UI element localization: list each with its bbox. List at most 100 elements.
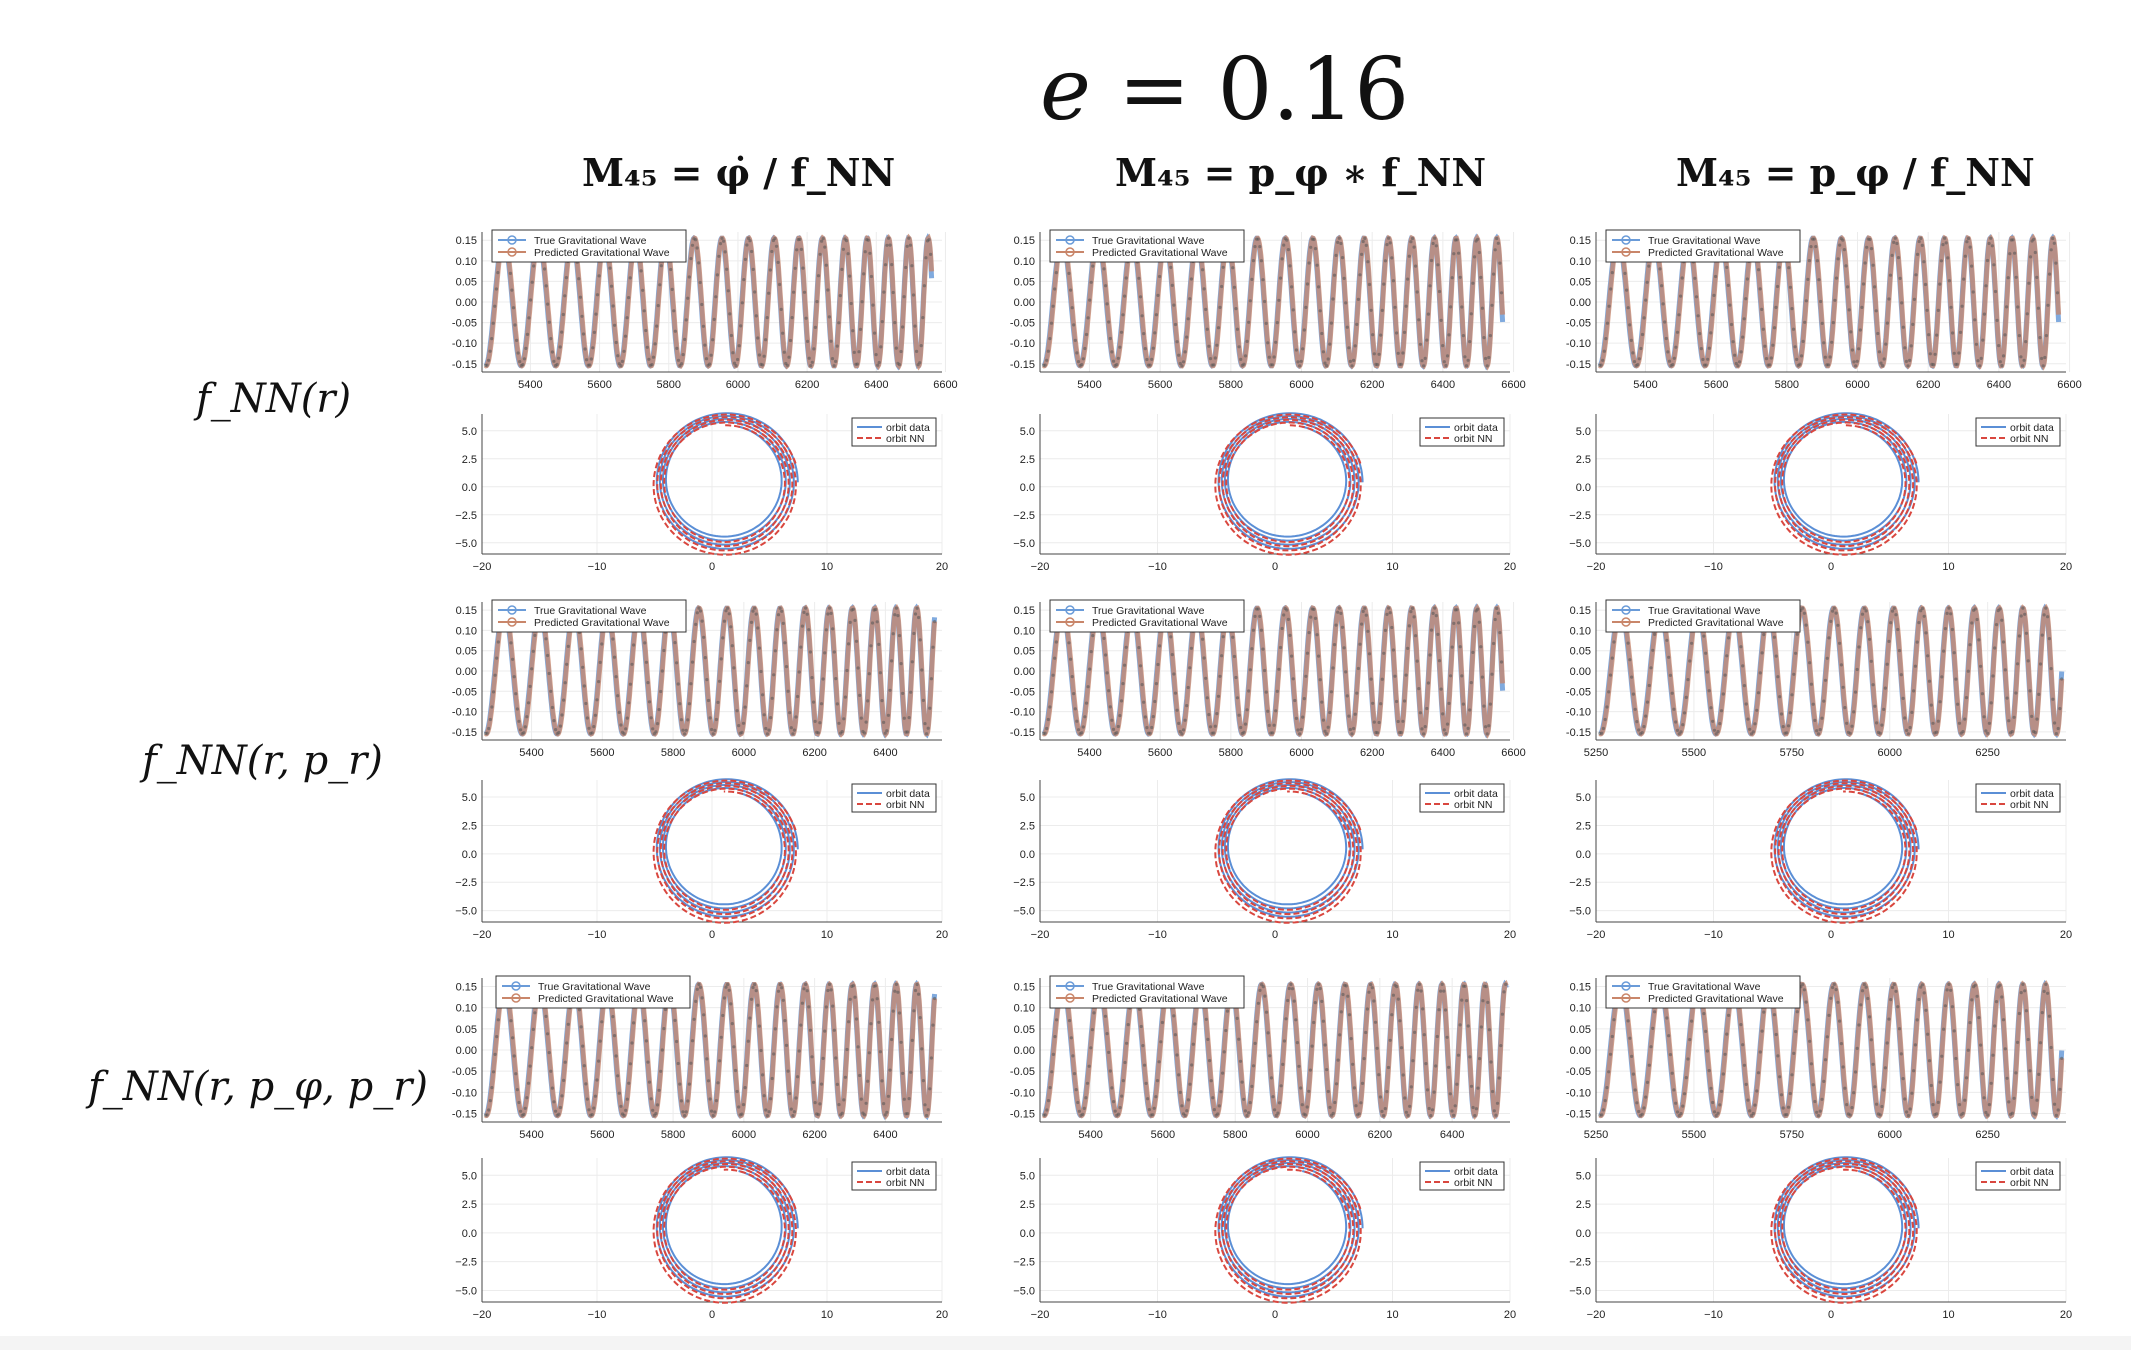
wave-marker (1352, 358, 1356, 362)
wave-marker (1414, 1005, 1418, 1009)
wave-marker (1756, 1071, 1761, 1075)
wave-marker (487, 358, 491, 362)
wave-marker (1502, 990, 1506, 994)
wave-marker (1903, 346, 1907, 350)
wave-marker (1741, 1043, 1745, 1047)
wave-marker (566, 644, 570, 649)
wave-marker (614, 1054, 618, 1058)
legend-label: orbit NN (1454, 799, 1493, 811)
wave-marker (1711, 1100, 1715, 1105)
wave-marker (1892, 982, 1896, 987)
wave-marker (748, 638, 752, 643)
wave-marker (789, 1107, 793, 1111)
wave-marker (1487, 724, 1491, 728)
wave-marker (765, 732, 770, 736)
wave-xtick-label: 6200 (1368, 1129, 1392, 1141)
wave-marker (1272, 355, 1276, 359)
wave-marker (679, 1099, 684, 1103)
wave-marker (1282, 1039, 1286, 1043)
wave-marker (888, 1068, 892, 1072)
wave-marker (1928, 352, 1932, 356)
wave-marker (1076, 1100, 1080, 1105)
wave-marker (1439, 318, 1443, 322)
wave-marker (1841, 685, 1845, 689)
wave-marker (1103, 1014, 1107, 1018)
wave-marker (1404, 673, 1408, 677)
wave-marker (700, 996, 704, 1000)
wave-marker (1936, 308, 1940, 312)
wave-marker (1216, 1112, 1220, 1116)
wave-marker (760, 363, 765, 367)
wave-marker (1693, 276, 1697, 280)
wave-marker (1605, 321, 1610, 325)
wave-marker (1853, 1070, 1858, 1074)
wave-marker (1288, 264, 1292, 268)
wave-marker (796, 694, 800, 699)
wave-marker (800, 1001, 805, 1005)
wave-marker (557, 1112, 561, 1116)
wave-marker (1963, 254, 1967, 258)
wave-marker (784, 1043, 789, 1047)
wave-marker (1980, 1072, 1984, 1076)
wave-marker (493, 304, 497, 308)
wave-marker (1628, 1036, 1632, 1040)
wave-marker (2060, 1056, 2064, 1060)
wave-marker (1370, 986, 1374, 990)
wave-marker (1178, 730, 1182, 734)
wave-legend-box (1049, 599, 1245, 633)
wave-marker (1365, 1007, 1369, 1011)
wave-ytick-label: 0.15 (1570, 235, 1591, 247)
wave-marker (1472, 255, 1477, 259)
wave-marker (1879, 361, 1883, 365)
wave-marker (854, 639, 859, 643)
wave-marker (1211, 1096, 1215, 1100)
wave-marker (2054, 1113, 2058, 1117)
wave-marker (678, 1082, 682, 1086)
wave-marker (1404, 304, 1408, 308)
wave-marker (730, 1022, 734, 1026)
wave-marker (1205, 327, 1209, 331)
wave-marker (1964, 696, 1969, 700)
wave-ytick-label: 0.10 (1570, 625, 1591, 637)
wave-xtick-label: 5500 (1682, 747, 1706, 759)
wave-marker (1107, 320, 1111, 324)
wave-marker (1434, 614, 1438, 618)
wave-marker (2010, 730, 2014, 734)
wave-marker (1817, 278, 1821, 282)
orbit-data-line (1217, 1156, 1364, 1298)
wave-marker (770, 1076, 774, 1081)
wave-marker (1341, 992, 1345, 997)
wave-marker (1084, 701, 1089, 705)
wave-marker (708, 716, 712, 720)
wave-marker (1605, 705, 1609, 709)
wave-marker (1123, 1060, 1127, 1065)
wave-marker (1917, 997, 1921, 1002)
wave-marker (2005, 1076, 2009, 1080)
wave-marker (1301, 715, 1305, 719)
wave-marker (746, 661, 750, 665)
legend-label: Predicted Gravitational Wave (534, 617, 670, 629)
wave-ytick-label: -0.10 (1010, 707, 1035, 719)
wave-marker (1479, 275, 1483, 279)
wave-marker (1401, 719, 1405, 723)
orbit-ytick-label: 5.0 (1020, 1170, 1035, 1182)
wave-marker (1256, 1001, 1260, 1005)
wave-marker (1885, 1041, 1889, 1045)
wave-marker (740, 1112, 744, 1116)
wave-marker (1253, 1041, 1257, 1045)
wave-marker (1762, 633, 1766, 637)
wave-marker (832, 364, 836, 368)
wave-marker (857, 350, 861, 354)
wave-marker (1360, 1081, 1365, 1085)
wave-marker (1760, 307, 1764, 311)
wave-ytick-label: 0.00 (1014, 666, 1035, 678)
wave-marker (1439, 687, 1443, 691)
wave-marker (1883, 1066, 1887, 1070)
wave-marker (1294, 716, 1298, 721)
wave-marker (1642, 725, 1646, 729)
wave-marker (1729, 322, 1734, 327)
wave-marker (1156, 662, 1160, 667)
wave-marker (1325, 732, 1329, 736)
wave-marker (1768, 363, 1772, 367)
